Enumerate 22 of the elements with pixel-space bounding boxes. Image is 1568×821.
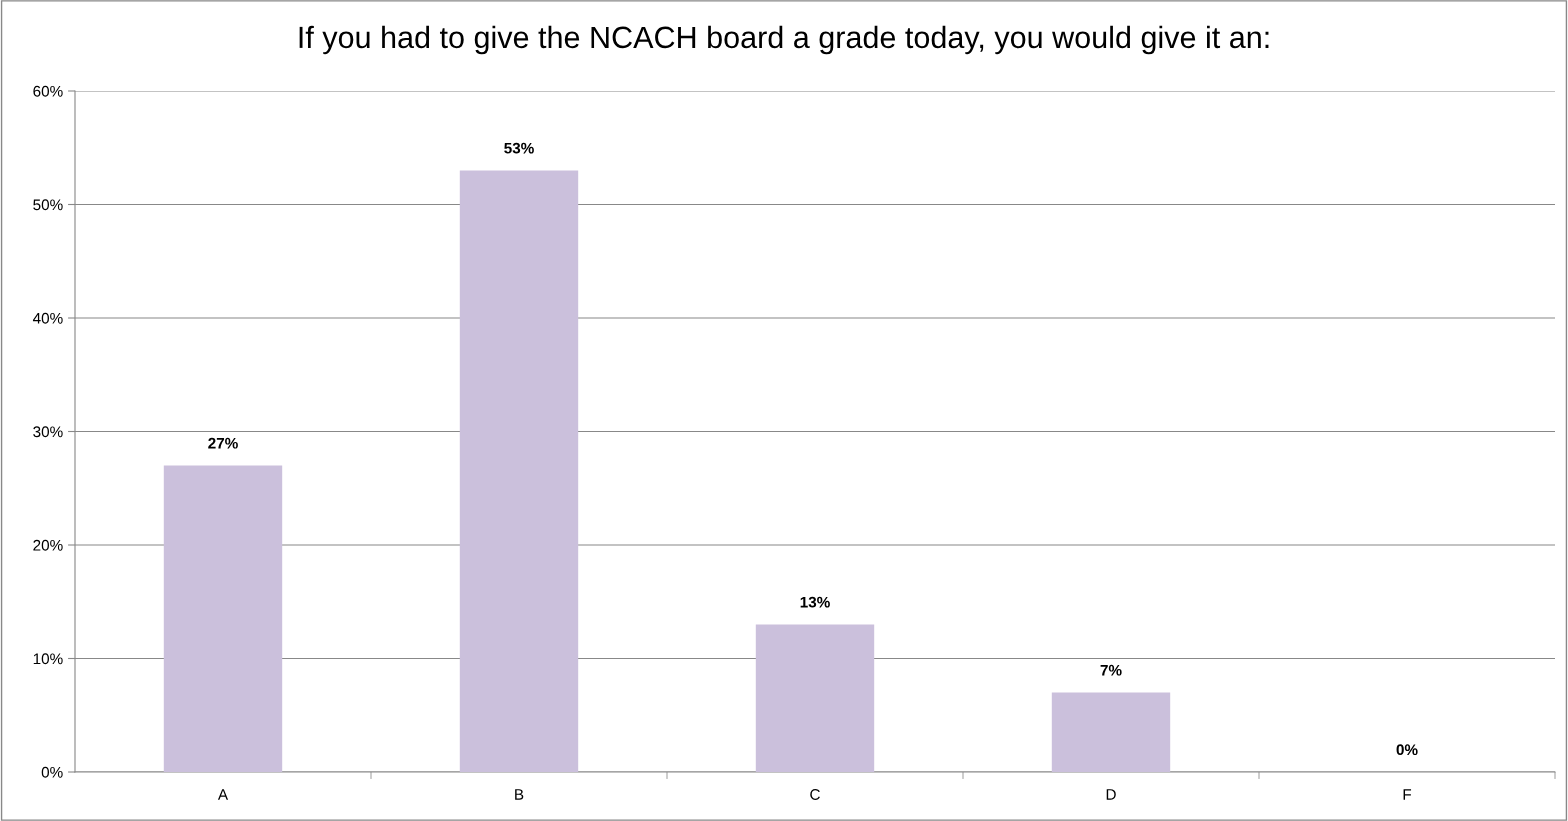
bar <box>1051 692 1171 772</box>
bar <box>163 465 283 772</box>
data-label: 53% <box>504 142 534 154</box>
x-tick-label: C <box>810 789 820 800</box>
x-tick-label: A <box>217 789 229 800</box>
y-tick-label: 10% <box>33 653 63 665</box>
x-tick-label: B <box>515 789 524 800</box>
bar <box>459 170 579 772</box>
y-tick-label: 20% <box>33 539 63 551</box>
y-tick-label: 50% <box>33 199 63 211</box>
data-label: 7% <box>1100 664 1122 676</box>
data-label: 0% <box>1396 744 1418 756</box>
data-label: 13% <box>800 596 830 608</box>
y-tick-label: 60% <box>33 85 63 97</box>
bar <box>755 624 875 772</box>
y-tick-label: 0% <box>41 766 63 778</box>
x-tick-label: F <box>1403 789 1412 800</box>
chart-title: If you had to give the NCACH board a grade today, you would give it an: <box>299 25 1269 55</box>
data-label: 27% <box>208 437 238 449</box>
x-tick-label: D <box>1106 789 1116 800</box>
y-tick-label: 30% <box>33 426 63 438</box>
y-tick-label: 40% <box>32 312 63 324</box>
